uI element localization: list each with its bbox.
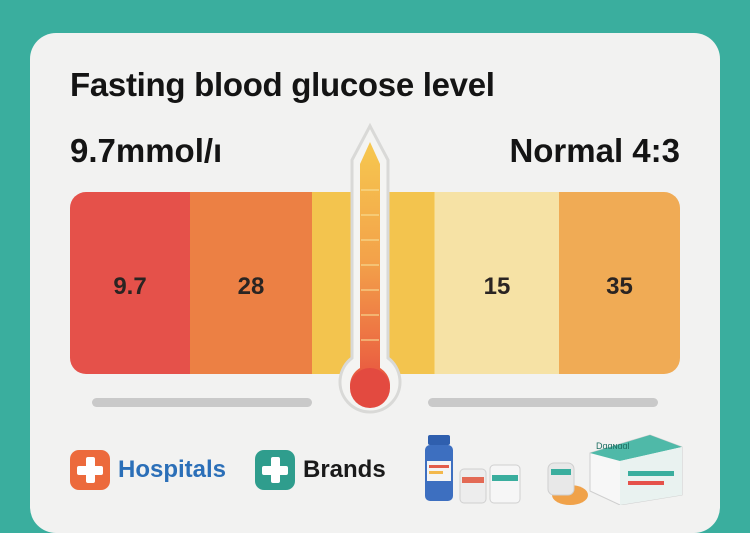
medicine-box-icon: Dɑɑɴɑɑl <box>589 434 683 505</box>
thermometer-icon <box>338 122 402 414</box>
medicine-illustration: Dɑɑɴɑɑl <box>425 434 683 505</box>
hospital-cross-icon <box>70 450 110 490</box>
medicine-jar-icon <box>459 464 521 504</box>
brands-link[interactable]: Brands <box>255 450 386 490</box>
normal-range: Normal 4:3 <box>509 132 680 169</box>
scale-segment-label: 35 <box>606 273 633 300</box>
scale-underline-left <box>92 398 312 407</box>
scale-segment-1: 9.7 <box>70 192 190 374</box>
brand-cross-icon <box>255 450 295 490</box>
glucose-reading: 9.7mmol/ı <box>70 132 223 169</box>
scale-segment-label: 28 <box>237 273 265 300</box>
scale-segment-6: 35 <box>559 192 680 374</box>
scale-segment-label: 9.7 <box>113 273 147 300</box>
scale-segment-label: 15 <box>483 273 511 300</box>
medicine-bottle-icon <box>425 435 453 501</box>
scale-segment-4 <box>434 192 435 374</box>
hospitals-link[interactable]: Hospitals <box>70 450 226 490</box>
hospitals-label: Hospitals <box>118 456 227 483</box>
scale-segment-5: 15 <box>435 192 559 374</box>
page-title: Fasting blood glucose level <box>70 66 495 103</box>
brands-label: Brands <box>303 456 386 483</box>
box-label: Dɑɑɴɑɑl <box>596 441 630 451</box>
scale-segment-2: 28 <box>190 192 312 374</box>
pills-icon <box>547 462 588 505</box>
scale-underline-right <box>428 398 658 407</box>
